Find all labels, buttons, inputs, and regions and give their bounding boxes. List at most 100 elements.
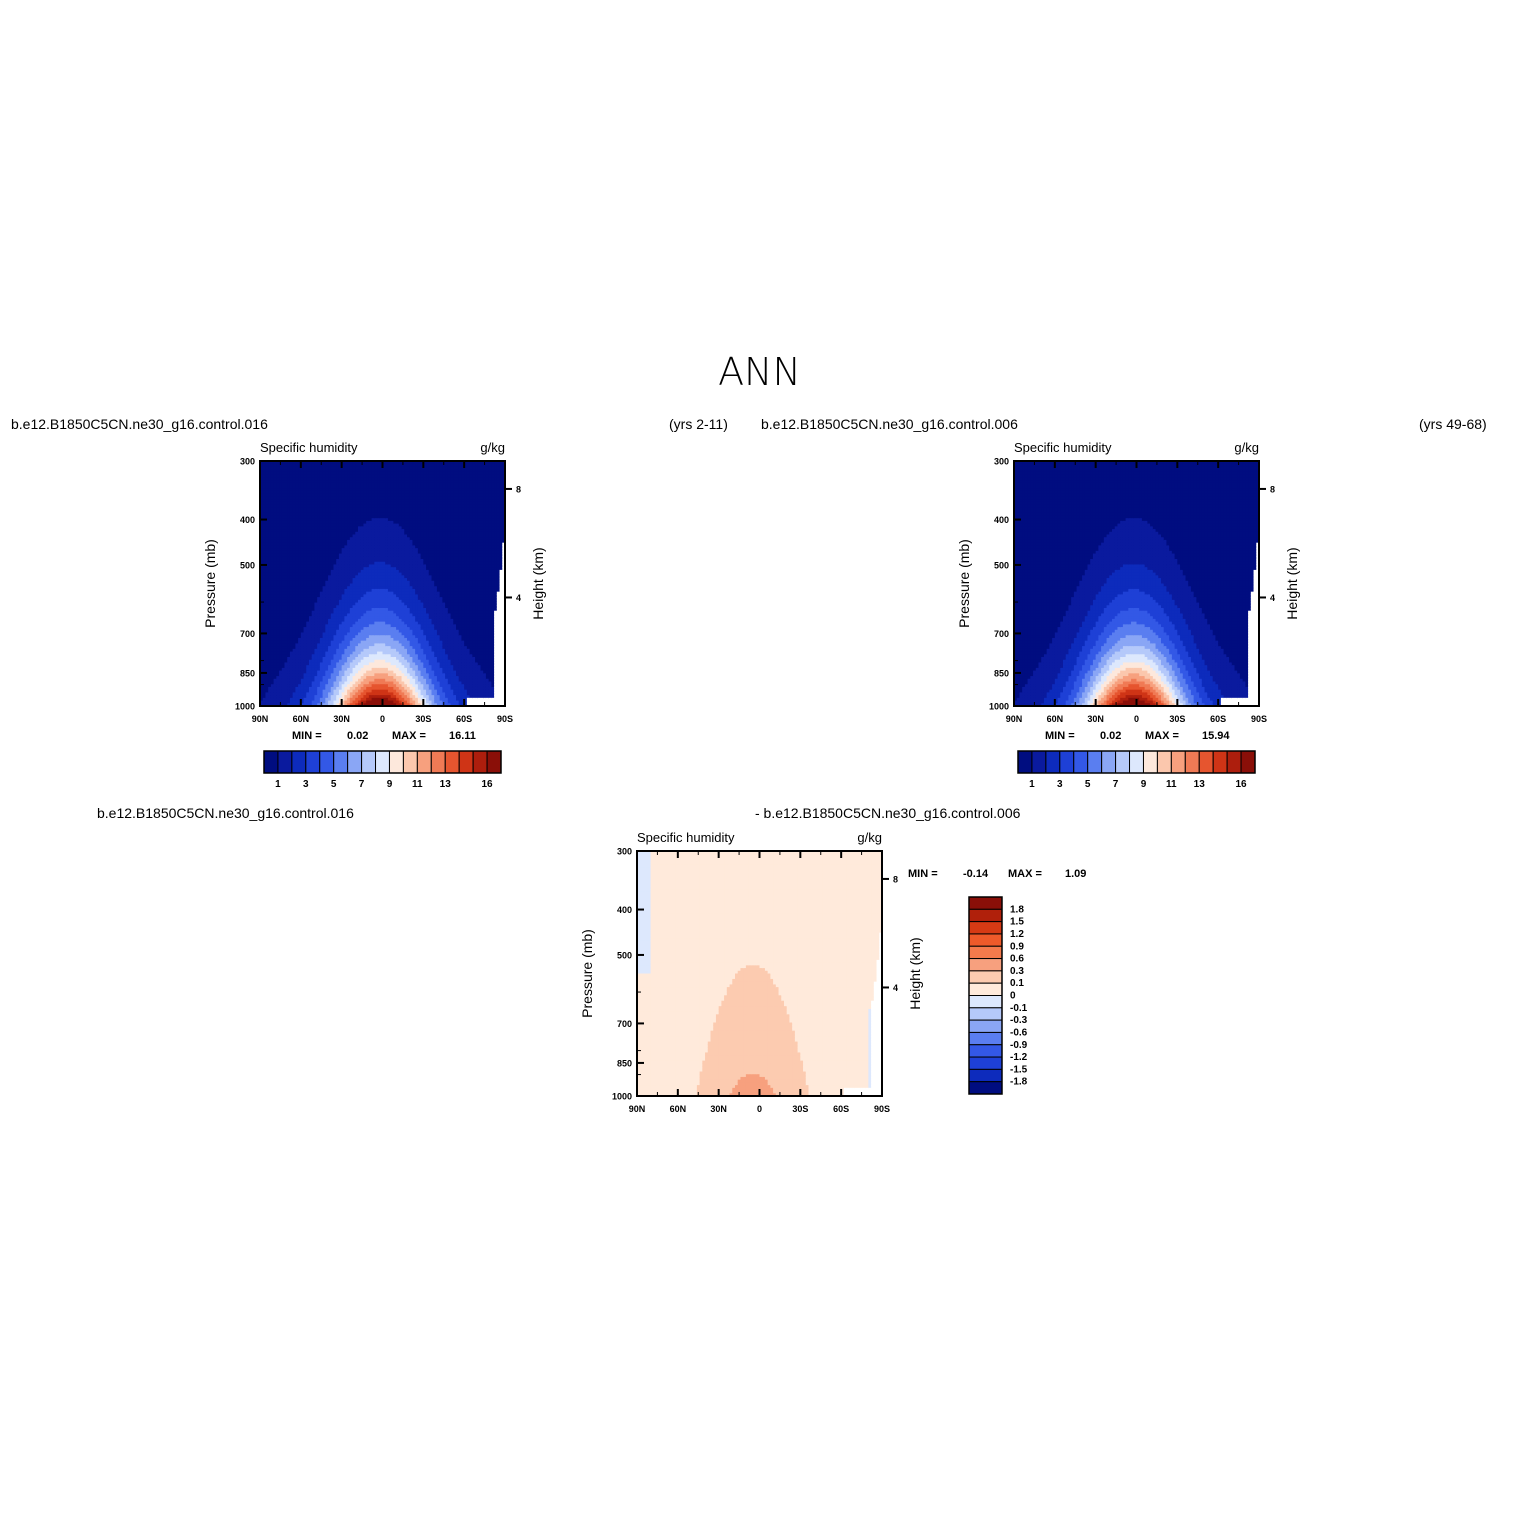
- field-cell: [330, 627, 335, 631]
- field-cell: [344, 510, 348, 514]
- field-cell: [309, 488, 313, 492]
- field-cell: [309, 588, 313, 593]
- field-cell: [281, 559, 286, 563]
- field-cell: [265, 648, 269, 653]
- field-cell: [344, 512, 348, 517]
- field-cell: [268, 602, 272, 606]
- field-cell: [295, 616, 299, 620]
- field-cell: [360, 624, 365, 628]
- field-cell: [265, 640, 269, 644]
- field-cell: [317, 594, 321, 598]
- field-cell: [333, 504, 337, 508]
- field-cell: [366, 657, 370, 661]
- field-cell: [322, 512, 326, 517]
- field-cell: [260, 480, 264, 484]
- field-cell: [300, 594, 305, 598]
- field-cell: [347, 482, 351, 487]
- field-cell: [281, 550, 286, 555]
- field-cell: [349, 474, 354, 478]
- field-cell: [355, 648, 359, 653]
- field-cell: [349, 648, 354, 653]
- field-cell: [303, 507, 307, 511]
- field-cell: [284, 564, 288, 568]
- field-cell: [355, 686, 359, 691]
- field-cell: [300, 654, 305, 658]
- field-cell: [330, 689, 335, 693]
- field-cell: [311, 531, 316, 536]
- field-cell: [262, 501, 267, 506]
- field-cell: [295, 537, 299, 541]
- field-cell: [300, 662, 305, 666]
- field-cell: [276, 477, 280, 481]
- field-cell: [344, 548, 348, 552]
- field-cell: [363, 556, 367, 560]
- field-cell: [330, 526, 335, 530]
- field-cell: [344, 542, 348, 546]
- field-cell: [317, 686, 321, 691]
- field-cell: [287, 654, 291, 658]
- field-cell: [268, 482, 272, 487]
- field-cell: [319, 499, 324, 503]
- field-cell: [284, 632, 288, 636]
- field-cell: [333, 501, 337, 506]
- field-cell: [363, 591, 367, 595]
- field-cell: [317, 659, 321, 664]
- field-cell: [300, 520, 305, 525]
- field-cell: [279, 569, 283, 574]
- field-cell: [262, 578, 267, 582]
- field-cell: [330, 659, 335, 664]
- field-cell: [325, 635, 329, 639]
- field-cell: [289, 594, 294, 598]
- field-cell: [260, 627, 264, 631]
- field-cell: [317, 569, 321, 574]
- field-cell: [306, 627, 310, 631]
- field-cell: [344, 621, 348, 625]
- field-cell: [279, 520, 283, 525]
- field-cell: [366, 667, 370, 672]
- field-cell: [309, 599, 313, 604]
- field-cell: [333, 640, 337, 644]
- field-cell: [303, 667, 307, 672]
- field-cell: [317, 599, 321, 604]
- field-cell: [366, 700, 370, 704]
- field-cell: [322, 686, 326, 691]
- field-cell: [347, 648, 351, 653]
- field-cell: [347, 610, 351, 615]
- field-cell: [366, 485, 370, 489]
- field-cell: [306, 542, 310, 546]
- field-cell: [279, 627, 283, 631]
- field-cell: [287, 569, 291, 574]
- field-cell: [279, 518, 283, 522]
- field-cell: [265, 534, 269, 538]
- field-cell: [295, 507, 299, 511]
- field-cell: [309, 692, 313, 696]
- field-cell: [292, 548, 296, 552]
- field-cell: [360, 670, 365, 674]
- field-cell: [341, 480, 345, 484]
- field-cell: [371, 471, 375, 476]
- field-cell: [314, 518, 318, 522]
- field-cell: [368, 700, 373, 704]
- field-cell: [287, 485, 291, 489]
- field-cell: [363, 499, 367, 503]
- field-cell: [360, 608, 365, 612]
- field-cell: [276, 461, 280, 465]
- field-cell: [328, 561, 332, 566]
- field-cell: [314, 618, 318, 623]
- field-cell: [355, 662, 359, 666]
- field-cell: [281, 561, 286, 566]
- field-cell: [371, 529, 375, 533]
- field-cell: [309, 686, 313, 691]
- field-cell: [328, 646, 332, 650]
- field-cell: [284, 569, 288, 574]
- field-cell: [333, 662, 337, 666]
- field-cell: [322, 529, 326, 533]
- field-cell: [347, 550, 351, 555]
- field-cell: [319, 695, 324, 699]
- field-cell: [355, 539, 359, 544]
- field-cell: [317, 469, 321, 473]
- field-cell: [273, 605, 277, 609]
- field-cell: [319, 676, 324, 680]
- field-cell: [268, 700, 272, 704]
- field-cell: [352, 591, 356, 595]
